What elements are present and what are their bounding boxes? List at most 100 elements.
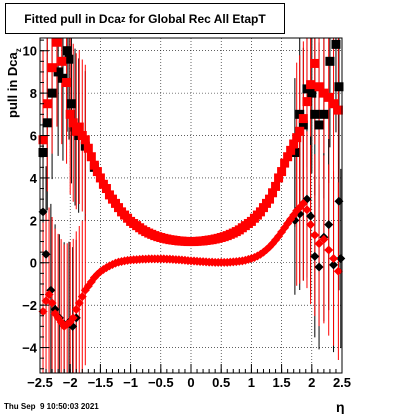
- square-marker: [292, 133, 302, 143]
- y-axis-label: pull in Dcaz: [5, 48, 23, 118]
- square-marker: [89, 160, 99, 170]
- x-tick-label: 2: [308, 375, 315, 390]
- diamond-marker: [306, 211, 316, 221]
- diamond-marker: [329, 260, 339, 270]
- x-tick-label: −2.5: [27, 375, 53, 390]
- square-marker: [325, 56, 335, 66]
- tick-labels: −2.5 −2 −1.5 −1 −0.5 0 0.5 1 1.5 2 2.5 −4 −2 0 2 4 6 8 10: [22, 44, 351, 390]
- square-marker: [47, 88, 57, 98]
- y-tick-label: −4: [22, 341, 38, 356]
- square-marker: [66, 99, 76, 109]
- diamond-marker: [68, 313, 78, 323]
- square-marker: [302, 97, 312, 107]
- square-marker: [57, 56, 67, 66]
- square-marker: [83, 143, 93, 153]
- square-marker: [53, 67, 63, 77]
- square-marker: [68, 118, 78, 128]
- square-marker: [268, 188, 278, 198]
- square-marker: [310, 58, 320, 68]
- timestamp: Thu Sep 9 10:50:03 2021: [4, 402, 99, 411]
- diamond-marker: [47, 298, 57, 308]
- square-marker: [307, 88, 317, 98]
- diamond-marker: [310, 230, 320, 240]
- y-tick-label: 10: [23, 44, 37, 59]
- axis-ticks: [39, 39, 343, 373]
- diamond-marker: [314, 239, 324, 249]
- square-marker: [334, 82, 344, 92]
- square-marker: [298, 120, 308, 130]
- diamond-marker: [334, 196, 344, 206]
- square-marker: [274, 173, 284, 183]
- title-tail: for Global Rec All EtapT: [125, 11, 266, 26]
- x-tick-label: 1.5: [273, 375, 291, 390]
- square-marker: [310, 109, 320, 119]
- square-marker: [47, 63, 57, 73]
- square-marker: [38, 147, 48, 157]
- diamond-marker: [324, 245, 334, 255]
- y-tick-label: 8: [30, 86, 37, 101]
- y-tick-label: 2: [30, 213, 37, 228]
- square-marker: [295, 126, 305, 136]
- square-marker: [329, 99, 339, 109]
- square-marker: [314, 120, 324, 130]
- error-bars: [42, 38, 342, 373]
- y-tick-label: 0: [30, 256, 37, 271]
- title-box: Fitted pull in Dca z for Global Rec All E…: [5, 3, 285, 34]
- square-marker: [62, 46, 72, 56]
- square-marker: [92, 167, 102, 177]
- diamond-marker: [74, 298, 84, 308]
- square-marker: [324, 92, 334, 102]
- x-tick-label: 1: [248, 375, 255, 390]
- square-marker: [277, 167, 287, 177]
- diamond-marker: [324, 220, 334, 230]
- diamond-marker: [319, 234, 329, 244]
- square-marker: [38, 135, 48, 145]
- square-marker: [319, 88, 329, 98]
- y-tick-label: 6: [30, 129, 37, 144]
- square-marker: [331, 39, 341, 49]
- diamond-marker: [329, 254, 339, 264]
- square-marker: [289, 139, 299, 149]
- square-marker: [283, 152, 293, 162]
- x-tick-label: 2.5: [333, 375, 351, 390]
- square-marker: [314, 82, 324, 92]
- x-tick-label: −2: [63, 375, 78, 390]
- square-marker: [298, 114, 308, 124]
- square-marker: [62, 78, 72, 88]
- square-marker: [64, 54, 74, 64]
- y-tick-label: −2: [22, 298, 37, 313]
- title-main: Fitted pull in Dca: [24, 11, 121, 26]
- diamond-marker: [71, 304, 81, 314]
- chart-title: Fitted pull in Dca z for Global Rec All E…: [6, 4, 284, 33]
- diamond-marker: [38, 307, 48, 317]
- square-marker: [271, 181, 281, 191]
- square-marker: [74, 122, 84, 132]
- square-marker: [265, 194, 275, 204]
- square-marker: [42, 99, 52, 109]
- diamond-marker: [314, 262, 324, 272]
- diamond-marker: [77, 292, 87, 302]
- diamond-marker: [310, 251, 320, 261]
- square-marker: [42, 118, 52, 128]
- square-marker: [319, 109, 329, 119]
- y-tick-label: 4: [30, 171, 38, 186]
- x-tick-label: −0.5: [148, 375, 174, 390]
- square-marker: [86, 152, 96, 162]
- x-tick-label: −1: [123, 375, 138, 390]
- diamond-marker: [306, 220, 316, 230]
- square-marker: [286, 145, 296, 155]
- diamond-marker: [302, 205, 312, 215]
- x-tick-label: −1.5: [88, 375, 114, 390]
- square-marker: [80, 135, 90, 145]
- title-subscript: z: [120, 13, 126, 24]
- data-markers: [38, 37, 346, 331]
- diamond-marker: [249, 252, 259, 262]
- square-marker: [101, 184, 111, 194]
- square-marker: [65, 109, 75, 119]
- square-marker: [52, 37, 62, 47]
- square-marker: [333, 105, 343, 115]
- square-marker: [306, 80, 316, 90]
- x-tick-label: 0: [187, 375, 194, 390]
- y-label-main: pull in Dca: [5, 52, 20, 119]
